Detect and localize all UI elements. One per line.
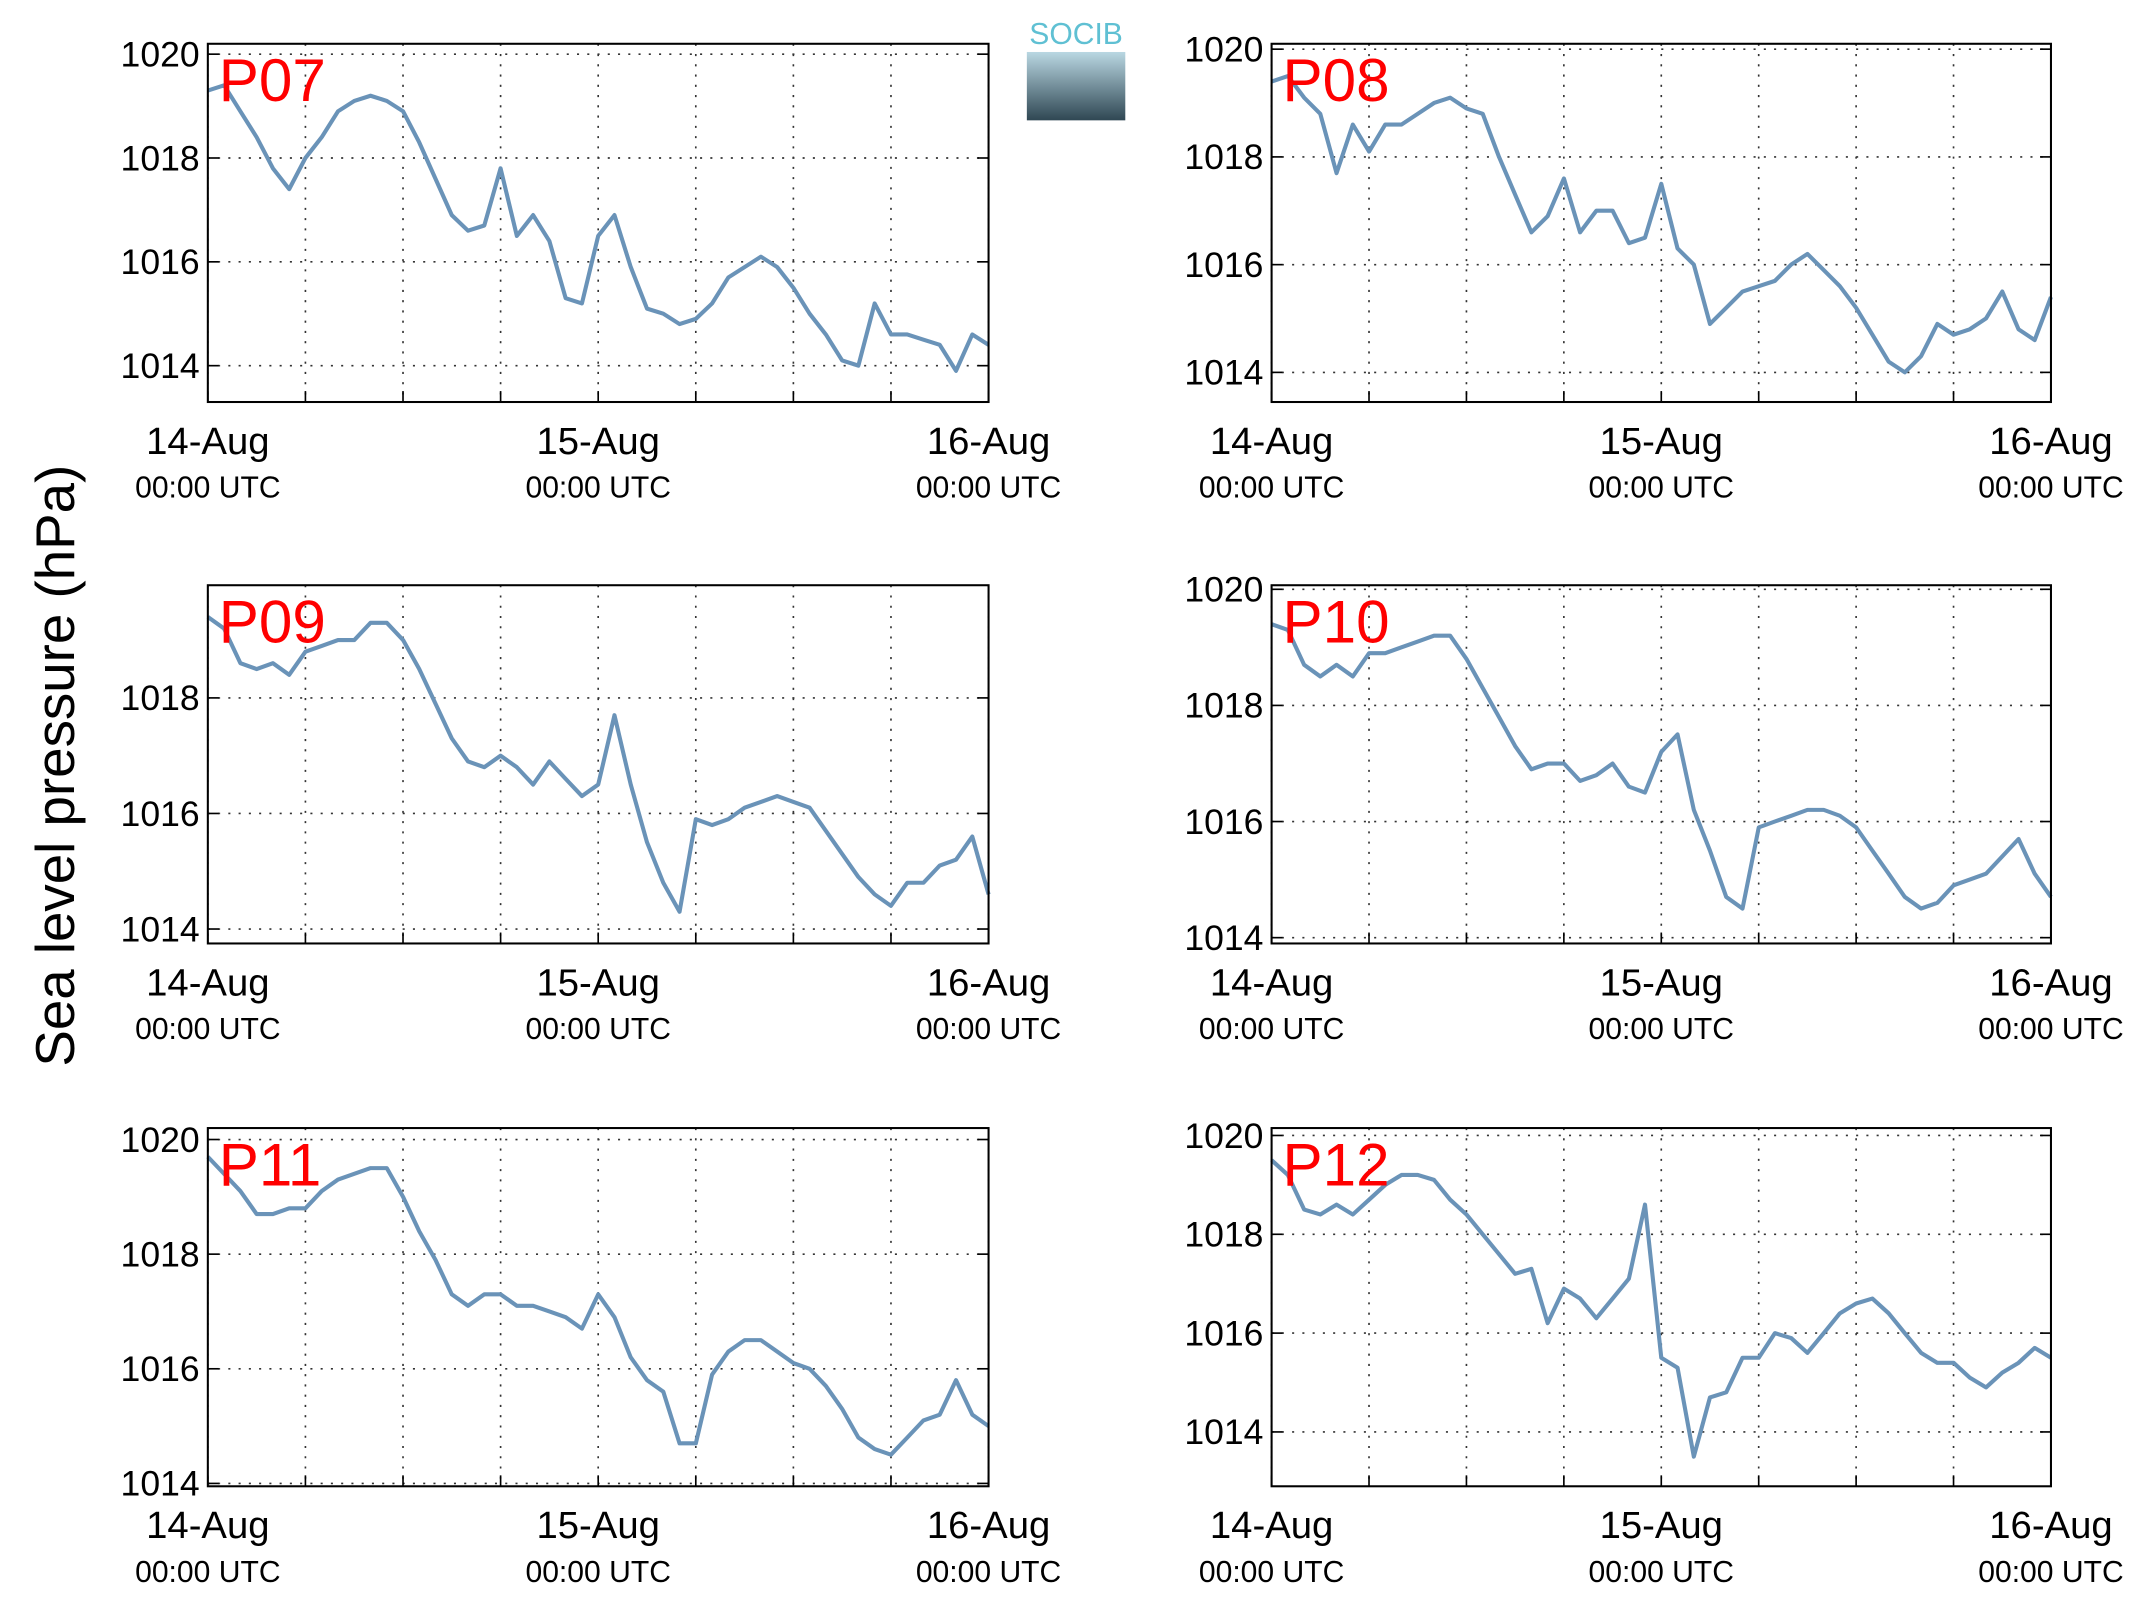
panel-label: P10 [1283,589,1390,656]
x-tick-label: 14-Aug [146,1504,269,1547]
panel-label: P07 [219,47,326,114]
x-tick-sublabel: 00:00 UTC [1199,472,1344,505]
x-tick-sublabel: 00:00 UTC [1199,1556,1344,1589]
x-tick-sublabel: 00:00 UTC [525,1556,670,1589]
x-tick-sublabel: 00:00 UTC [1978,1556,2123,1589]
y-tick-label: 1016 [121,1349,200,1389]
x-tick-sublabel: 00:00 UTC [1978,472,2123,505]
data-line [1270,73,2053,375]
x-tick-label: 15-Aug [1600,961,1723,1004]
y-tick-label: 1020 [121,1120,200,1160]
y-tick-label: 1018 [121,138,200,178]
axes-frame [1270,1127,2052,1488]
y-tick-label: 1016 [1184,1313,1263,1353]
plot-area [207,1128,989,1487]
x-tick-label: 16-Aug [1989,1504,2112,1547]
y-tick-label: 1014 [1184,918,1263,958]
x-tick-sublabel: 00:00 UTC [135,1013,280,1046]
x-tick-label: 16-Aug [927,1504,1050,1547]
x-tick-sublabel: 00:00 UTC [135,472,280,505]
x-tick-sublabel: 00:00 UTC [135,1556,280,1589]
x-tick-sublabel: 00:00 UTC [525,472,670,505]
x-tick-sublabel: 00:00 UTC [1589,1556,1734,1589]
x-tick-label: 16-Aug [927,420,1050,463]
x-tick-sublabel: 00:00 UTC [1978,1013,2123,1046]
panel-label: P12 [1283,1131,1390,1198]
x-tick-label: 16-Aug [927,961,1050,1004]
x-tick-label: 15-Aug [1600,1504,1723,1547]
logo-text: SOCIB [1029,18,1123,51]
y-tick-label: 1016 [1184,245,1263,285]
y-tick-label: 1014 [1184,353,1263,393]
logo-box [1026,51,1126,121]
subplot: 1014 1016 1018 1020 14-Aug 00:00 UTC 15-Aug 00:… [121,1120,1062,1589]
x-tick-label: 14-Aug [1210,420,1333,463]
y-axis-label: Sea level pressure (hPa) [24,465,86,1067]
x-tick-label: 14-Aug [146,420,269,463]
y-tick-label: 1020 [1184,570,1263,610]
axes-frame [206,42,990,404]
subplot: 1014 1016 1018 1020 14-Aug 00:00 UTC 15-Aug 00:… [1184,570,2123,1047]
x-tick-sublabel: 00:00 UTC [525,1013,670,1046]
panel-label: P11 [219,1131,322,1198]
x-tick-label: 16-Aug [1989,961,2112,1004]
x-tick-sublabel: 00:00 UTC [1589,1013,1734,1046]
y-tick-label: 1014 [121,1464,200,1504]
y-tick-label: 1016 [121,794,200,834]
logo: SOCIB [1026,18,1126,121]
y-tick-label: 1020 [121,34,200,74]
panel-label: P09 [219,589,326,656]
data-line [1270,622,2053,911]
data-line [1270,1158,2053,1459]
x-tick-sublabel: 00:00 UTC [916,472,1061,505]
y-tick-label: 1016 [121,242,200,282]
y-tick-label: 1014 [121,346,200,386]
y-tick-label: 1014 [1184,1412,1263,1452]
y-tick-label: 1018 [121,1234,200,1274]
y-tick-label: 1016 [1184,802,1263,842]
x-tick-sublabel: 00:00 UTC [1199,1013,1344,1046]
y-tick-label: 1018 [121,678,200,718]
data-line [207,83,990,373]
x-tick-sublabel: 00:00 UTC [916,1556,1061,1589]
data-line [206,1155,990,1457]
axes-frame [1270,42,2052,404]
x-tick-label: 14-Aug [146,961,269,1004]
y-tick-label: 1014 [121,909,200,949]
axes-frame [1270,584,2052,945]
y-tick-label: 1018 [1184,686,1263,726]
axes-frame [206,1127,990,1488]
y-tick-label: 1018 [1184,1215,1263,1255]
x-tick-label: 16-Aug [1989,420,2112,463]
x-tick-label: 14-Aug [1210,1504,1333,1547]
x-tick-sublabel: 00:00 UTC [916,1013,1061,1046]
x-tick-sublabel: 00:00 UTC [1589,472,1734,505]
x-tick-label: 15-Aug [536,420,659,463]
subplot: 1014 1016 1018 1020 14-Aug 00:00 UTC 15-Aug 00:… [1184,1116,2123,1589]
x-tick-label: 15-Aug [536,961,659,1004]
y-tick-label: 1018 [1184,137,1263,177]
y-tick-label: 1020 [1184,29,1263,69]
axes-frame [206,584,990,945]
subplot: 1014 1016 1018 1020 14-Aug 00:00 UTC 15-Aug 00:… [1184,29,2123,504]
x-tick-label: 15-Aug [536,1504,659,1547]
data-line [206,615,991,914]
panel-label: P08 [1283,47,1390,114]
y-tick-label: 1020 [1184,1116,1263,1156]
subplot: 1014 1016 1018 1020 14-Aug 00:00 UTC 15-Aug 00:… [121,34,1062,504]
x-tick-label: 14-Aug [1210,961,1333,1004]
x-tick-label: 15-Aug [1600,420,1723,463]
subplot: 1014 1016 1018 14-Aug 00:00 UTC 15-Aug 00:00 U… [121,584,1061,1046]
